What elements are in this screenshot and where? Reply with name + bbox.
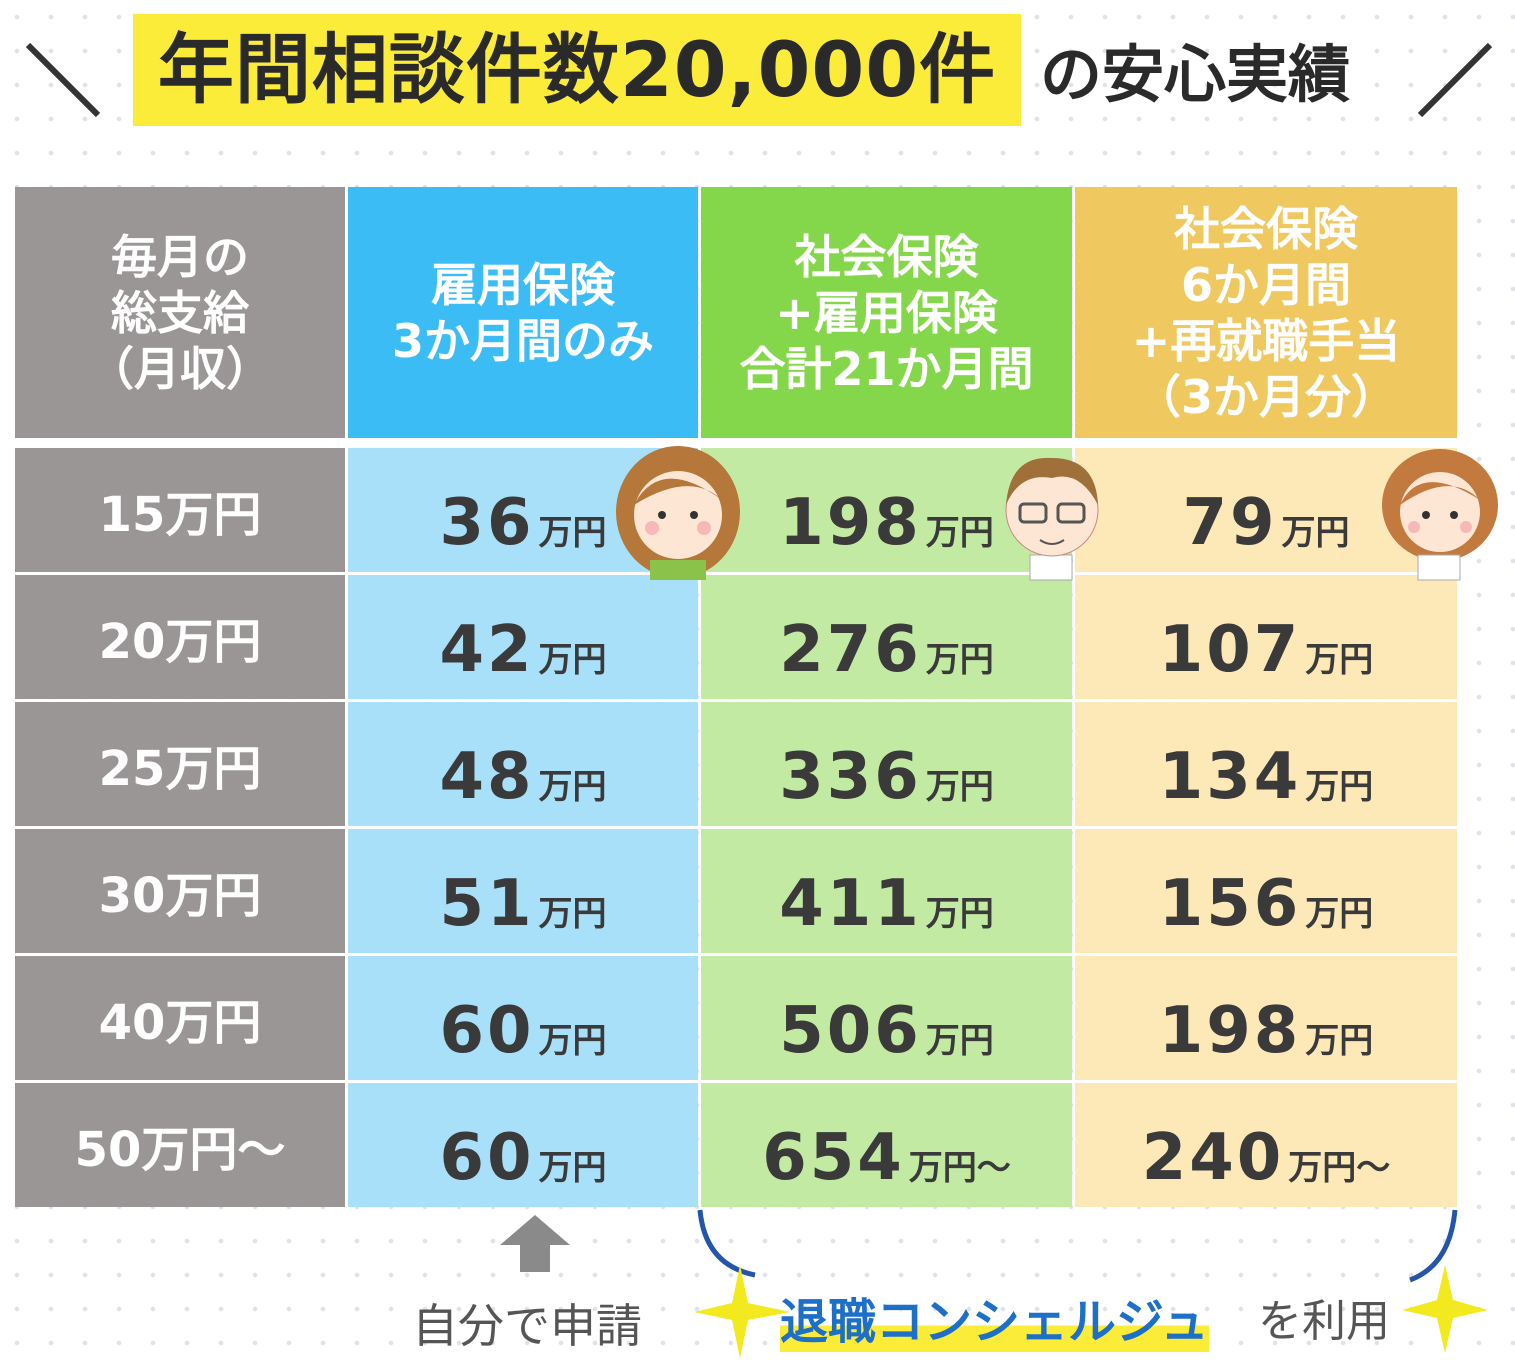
header-line: 6か月間 [1180,257,1351,312]
unit: 万円 [1305,640,1374,680]
unit: 万円 [538,640,607,680]
header-line: 合計21か月間 [739,341,1034,396]
title-highlight: 年間相談件数20,000件 [133,14,1021,126]
unit: 万円 [1305,767,1374,807]
amount: 198 [1158,994,1302,1068]
amount: 156 [1158,867,1302,941]
value-cell: 506 万円 [701,956,1072,1080]
value-cell: 51 万円 [348,829,698,953]
slash-left [25,42,101,118]
value-cell: 276 万円 [701,575,1072,699]
value-cell: 198 万円 [1075,956,1457,1080]
amount: 60 [439,994,535,1068]
row-label: 15万円 [15,448,345,572]
header-line: 3か月間のみ [391,313,654,368]
unit: 万円 [925,1021,994,1061]
value-cell: 79 万円 [1075,448,1457,572]
header-line: （3か月分） [1134,369,1397,424]
row-label: 30万円 [15,829,345,953]
value-cell: 60 万円 [348,1083,698,1207]
amount: 506 [779,994,922,1068]
unit: 万円 [538,767,607,807]
value-cell: 336 万円 [701,702,1072,826]
value-cell: 107 万円 [1075,575,1457,699]
amount: 654 [762,1121,905,1195]
unit: 万円 [538,1148,607,1188]
row-label: 25万円 [15,702,345,826]
value-cell: 60 万円 [348,956,698,1080]
value-cell: 156 万円 [1075,829,1457,953]
amount: 336 [779,740,922,814]
unit: 万円～ [908,1148,1011,1188]
row-label: 20万円 [15,575,345,699]
header-line: +雇用保険 [775,285,998,340]
footer-service-suffix: を利用 [1258,1296,1390,1347]
amount: 60 [439,1121,535,1195]
amount: 48 [439,740,535,814]
value-cell: 134 万円 [1075,702,1457,826]
header-line: 社会保険 [794,229,979,284]
header-line: 毎月の [111,229,249,284]
header-line: 社会保険 [1174,201,1358,256]
header-cell: 雇用保険 3か月間のみ [348,187,698,438]
amount: 36 [439,486,535,560]
unit: 万円 [1305,1021,1374,1061]
unit: 万円 [925,894,994,934]
unit: 万円 [925,767,994,807]
value-cell: 654 万円～ [701,1083,1072,1207]
unit: 万円 [1281,513,1350,553]
header-line: +再就職手当 [1131,313,1401,368]
header-line: 雇用保険 [431,257,615,312]
amount: 240 [1141,1121,1285,1195]
amount: 107 [1158,613,1302,687]
amount: 79 [1182,486,1278,560]
row-label: 40万円 [15,956,345,1080]
amount: 276 [779,613,922,687]
value-cell: 198 万円 [701,448,1072,572]
unit: 万円 [1305,894,1374,934]
amount: 411 [779,867,922,941]
header-line: 総支給 [111,285,249,340]
footer-service: 退職コンシェルジュ [780,1282,1209,1352]
unit: 万円 [925,640,994,680]
amount: 198 [779,486,922,560]
row-label: 50万円～ [15,1083,345,1207]
value-cell: 42 万円 [348,575,698,699]
footer-self: 自分で申請 [412,1299,642,1353]
title-suffix: の安心実績 [1040,38,1351,111]
value-cell: 36 万円 [348,448,698,572]
unit: 万円 [538,1021,607,1061]
header-cell: 社会保険 +雇用保険 合計21か月間 [701,187,1072,438]
value-cell: 240 万円～ [1075,1083,1457,1207]
unit: 万円 [538,513,607,553]
amount: 42 [439,613,535,687]
amount: 134 [1158,740,1302,814]
slash-right [1417,42,1493,118]
value-cell: 48 万円 [348,702,698,826]
header-cell: 社会保険 6か月間 +再就職手当 （3か月分） [1075,187,1457,438]
header-cell: 毎月の 総支給 （月収） [15,187,345,438]
value-cell: 411 万円 [701,829,1072,953]
amount: 51 [439,867,535,941]
header-line: （月収） [88,341,272,396]
unit: 万円～ [1288,1148,1391,1188]
unit: 万円 [925,513,994,553]
unit: 万円 [538,894,607,934]
